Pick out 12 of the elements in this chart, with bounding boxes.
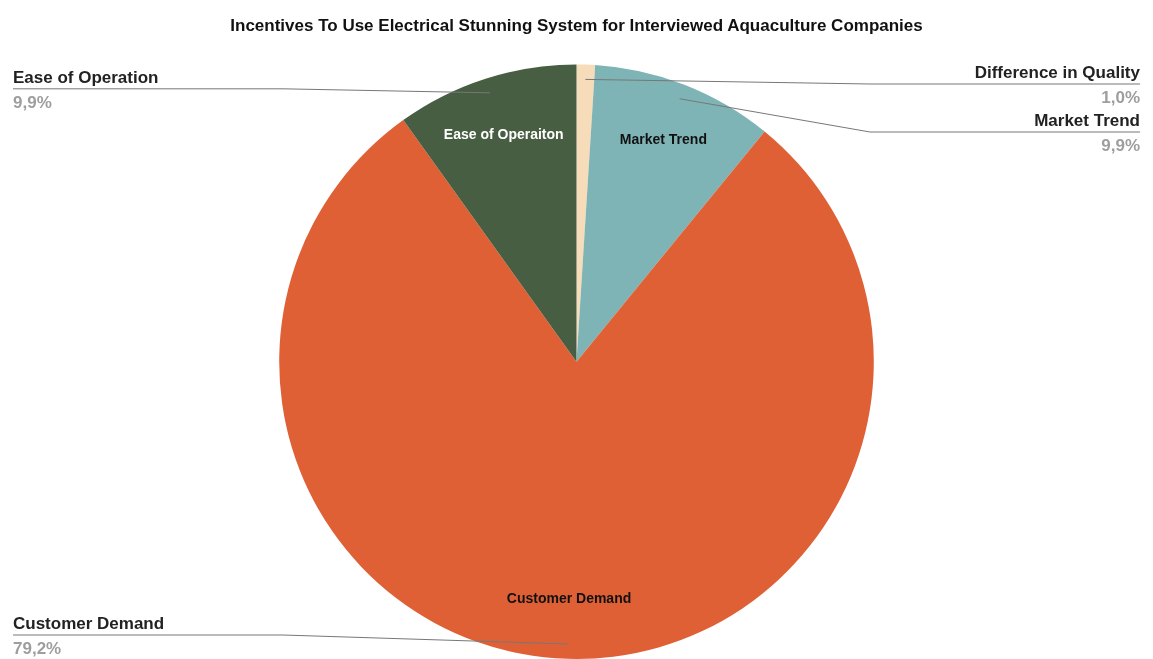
slice-label: Customer Demand [506,590,632,607]
slice-label: Customer Demand [13,614,165,633]
data-label: 79,2% [13,639,62,658]
slice-label: Market Trend [619,131,707,148]
data-label: 9,9% [13,92,52,112]
slice-label: Market Trend [1034,111,1140,130]
data-label: 1,0% [1101,88,1140,107]
chart-title: Incentives To Use Electrical Stunning System for Interviewed Aquaculture Companies [230,15,923,35]
text: Ease of Operaiton [443,126,564,143]
slice-label: Difference in Quality [974,63,1141,82]
slice-label: Ease of Operation [13,67,159,87]
data-label: 9,9% [1101,136,1140,155]
